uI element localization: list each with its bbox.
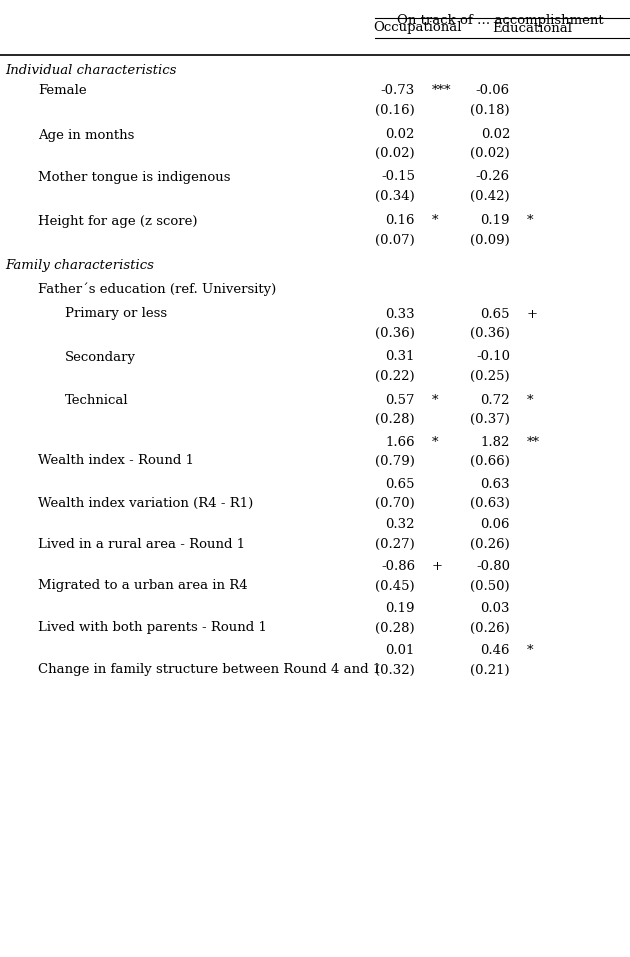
Text: (0.16): (0.16): [375, 103, 415, 117]
Text: Lived in a rural area - Round 1: Lived in a rural area - Round 1: [38, 538, 245, 550]
Text: (0.07): (0.07): [375, 234, 415, 247]
Text: ***: ***: [432, 83, 452, 97]
Text: -0.15: -0.15: [381, 170, 415, 184]
Text: -0.10: -0.10: [476, 350, 510, 364]
Text: -0.80: -0.80: [476, 561, 510, 573]
Text: (0.28): (0.28): [375, 621, 415, 634]
Text: Mother tongue is indigenous: Mother tongue is indigenous: [38, 170, 231, 184]
Text: Primary or less: Primary or less: [65, 307, 167, 321]
Text: (0.02): (0.02): [471, 146, 510, 160]
Text: (0.50): (0.50): [471, 580, 510, 592]
Text: 0.03: 0.03: [481, 603, 510, 615]
Text: (0.36): (0.36): [470, 326, 510, 340]
Text: (0.02): (0.02): [375, 146, 415, 160]
Text: *: *: [432, 214, 438, 228]
Text: 1.66: 1.66: [386, 436, 415, 450]
Text: (0.28): (0.28): [375, 412, 415, 426]
Text: Female: Female: [38, 83, 87, 97]
Text: (0.27): (0.27): [375, 538, 415, 550]
Text: 0.19: 0.19: [386, 603, 415, 615]
Text: -0.73: -0.73: [381, 83, 415, 97]
Text: +: +: [527, 307, 538, 321]
Text: 0.19: 0.19: [481, 214, 510, 228]
Text: 0.46: 0.46: [481, 644, 510, 657]
Text: Migrated to a urban area in R4: Migrated to a urban area in R4: [38, 580, 248, 592]
Text: (0.36): (0.36): [375, 326, 415, 340]
Text: On track of … accomplishment: On track of … accomplishment: [397, 14, 604, 27]
Text: Lived with both parents - Round 1: Lived with both parents - Round 1: [38, 621, 267, 634]
Text: 1.82: 1.82: [481, 436, 510, 450]
Text: (0.18): (0.18): [471, 103, 510, 117]
Text: 0.63: 0.63: [480, 478, 510, 491]
Text: (0.22): (0.22): [375, 369, 415, 383]
Text: *: *: [527, 393, 534, 407]
Text: Occupational: Occupational: [373, 21, 462, 34]
Text: 0.65: 0.65: [386, 478, 415, 491]
Text: 0.01: 0.01: [386, 644, 415, 657]
Text: (0.42): (0.42): [471, 189, 510, 203]
Text: +: +: [432, 561, 443, 573]
Text: (0.63): (0.63): [470, 497, 510, 509]
Text: *: *: [527, 644, 534, 657]
Text: 0.02: 0.02: [386, 128, 415, 142]
Text: Wealth index - Round 1: Wealth index - Round 1: [38, 455, 194, 468]
Text: -0.26: -0.26: [476, 170, 510, 184]
Text: *: *: [527, 214, 534, 228]
Text: Father´s education (ref. University): Father´s education (ref. University): [38, 282, 276, 296]
Text: (0.66): (0.66): [470, 455, 510, 468]
Text: Height for age (z score): Height for age (z score): [38, 214, 197, 228]
Text: Secondary: Secondary: [65, 350, 136, 364]
Text: Technical: Technical: [65, 393, 129, 407]
Text: Wealth index variation (R4 - R1): Wealth index variation (R4 - R1): [38, 497, 253, 509]
Text: (0.26): (0.26): [470, 538, 510, 550]
Text: (0.45): (0.45): [375, 580, 415, 592]
Text: -0.06: -0.06: [476, 83, 510, 97]
Text: -0.86: -0.86: [381, 561, 415, 573]
Text: 0.65: 0.65: [481, 307, 510, 321]
Text: (0.09): (0.09): [470, 234, 510, 247]
Text: 0.16: 0.16: [386, 214, 415, 228]
Text: (0.34): (0.34): [375, 189, 415, 203]
Text: (0.32): (0.32): [375, 663, 415, 677]
Text: (0.21): (0.21): [471, 663, 510, 677]
Text: 0.32: 0.32: [386, 519, 415, 531]
Text: Individual characteristics: Individual characteristics: [5, 63, 176, 77]
Text: 0.02: 0.02: [481, 128, 510, 142]
Text: (0.25): (0.25): [471, 369, 510, 383]
Text: 0.33: 0.33: [386, 307, 415, 321]
Text: (0.26): (0.26): [470, 621, 510, 634]
Text: 0.57: 0.57: [386, 393, 415, 407]
Text: (0.37): (0.37): [470, 412, 510, 426]
Text: (0.70): (0.70): [375, 497, 415, 509]
Text: 0.72: 0.72: [481, 393, 510, 407]
Text: Change in family structure between Round 4 and 1: Change in family structure between Round…: [38, 663, 381, 677]
Text: *: *: [432, 436, 438, 450]
Text: 0.06: 0.06: [481, 519, 510, 531]
Text: Family characteristics: Family characteristics: [5, 258, 154, 272]
Text: (0.79): (0.79): [375, 455, 415, 468]
Text: *: *: [432, 393, 438, 407]
Text: Educational: Educational: [493, 21, 573, 34]
Text: 0.31: 0.31: [386, 350, 415, 364]
Text: Age in months: Age in months: [38, 128, 134, 142]
Text: **: **: [527, 436, 540, 450]
